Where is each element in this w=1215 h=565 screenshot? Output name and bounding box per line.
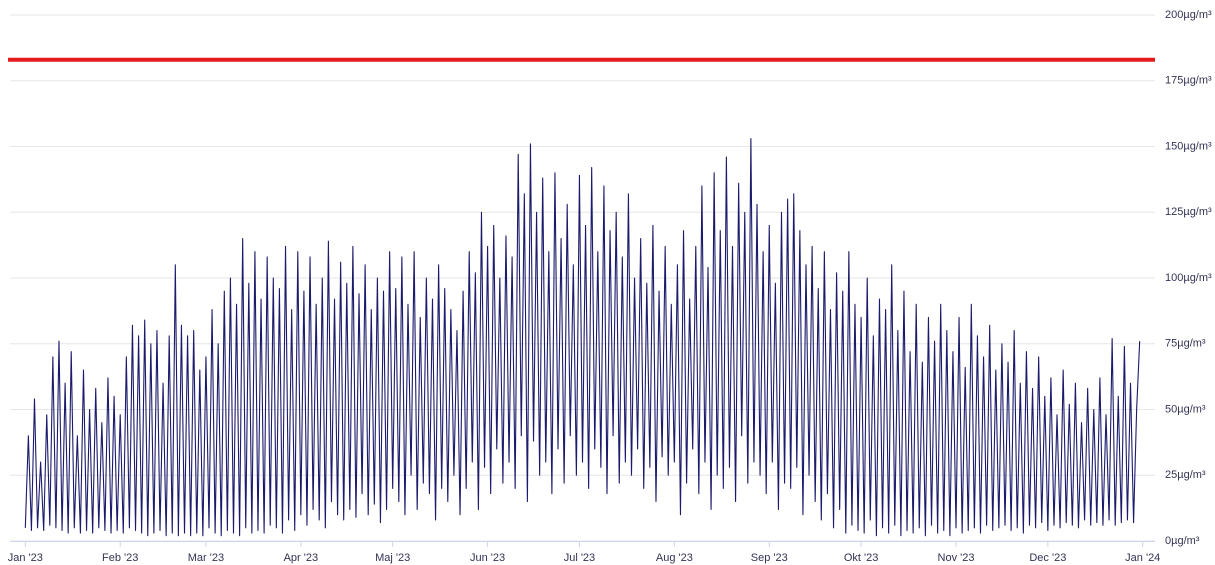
y-tick-label: 50µg/m³ (1165, 403, 1206, 415)
x-tick-label: Maj '23 (375, 552, 410, 564)
y-tick-label: 125µg/m³ (1165, 206, 1212, 218)
x-tick-label: Mar '23 (188, 552, 224, 564)
x-tick-label: Jan '23 (8, 552, 43, 564)
x-tick-label: Jun '23 (470, 552, 505, 564)
x-tick-label: Sep '23 (751, 552, 788, 564)
y-tick-label: 75µg/m³ (1165, 338, 1206, 350)
x-tick-label: Jul '23 (564, 552, 595, 564)
y-tick-label: 175µg/m³ (1165, 75, 1212, 87)
y-tick-label: 25µg/m³ (1165, 469, 1206, 481)
x-tick-label: Jan '24 (1125, 552, 1160, 564)
x-tick-label: Aug '23 (656, 552, 693, 564)
y-tick-label: 0µg/m³ (1165, 535, 1200, 547)
x-tick-label: Okt '23 (844, 552, 879, 564)
x-tick-label: Dec '23 (1029, 552, 1066, 564)
x-tick-label: Nov '23 (938, 552, 975, 564)
line-series (24, 138, 1141, 537)
x-tick-label: Apr '23 (284, 552, 319, 564)
y-tick-label: 150µg/m³ (1165, 140, 1212, 152)
x-tick-label: Feb '23 (102, 552, 138, 564)
y-tick-label: 100µg/m³ (1165, 272, 1212, 284)
y-tick-label: 200µg/m³ (1165, 9, 1212, 21)
